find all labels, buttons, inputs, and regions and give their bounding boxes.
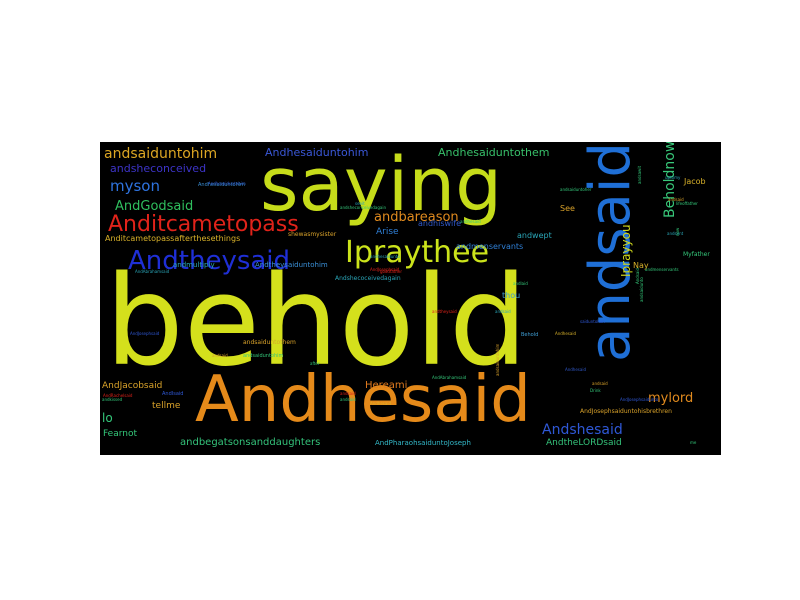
word-31: Nay <box>633 261 649 270</box>
word-23: Fearnot <box>103 429 138 439</box>
word-19: AndJacobsaid <box>102 381 163 391</box>
word-82: andsaid <box>340 391 356 396</box>
word-25: AndPharaohsaiduntoJoseph <box>375 439 471 447</box>
word-66: andsaid <box>212 353 228 358</box>
word-53: andsent <box>667 231 684 236</box>
word-50: andsheconceivedagain <box>340 205 387 210</box>
word-48: andsaidunto <box>639 277 644 302</box>
word-62: andhesaid <box>460 219 481 224</box>
word-37: Andtheysaiduntohim <box>255 261 328 269</box>
word-6: Anditcametopass <box>108 212 299 237</box>
word-7: andsaiduntohim <box>104 146 218 162</box>
word-14: Iprayyou <box>619 224 633 277</box>
word-41: Behold <box>521 332 539 338</box>
word-1: saying <box>260 142 503 228</box>
word-61: AndAbrahamsaid <box>135 269 170 274</box>
word-63: AndAbrahamsaid <box>432 375 467 380</box>
word-73: uptomy <box>665 175 681 180</box>
word-60: andsaiduntohim <box>495 343 500 376</box>
word-12: andbareason <box>374 210 459 225</box>
word-21: lo <box>102 411 113 425</box>
word-76: saiduntohim <box>580 319 605 324</box>
word-77: andsaid <box>340 397 356 402</box>
word-27: andhiswife <box>418 219 462 228</box>
word-43: Andhesaiduntohim <box>198 182 246 188</box>
word-65: AndRachelsaid <box>103 393 133 398</box>
word-0: behold <box>105 250 528 394</box>
word-72: Andsaid <box>635 268 640 284</box>
word-64: Andhesaid <box>565 367 586 372</box>
word-42: shewasmysister <box>288 231 337 238</box>
word-79: andsaid <box>668 197 684 202</box>
word-36: andmultiply <box>173 261 215 269</box>
word-8: myson <box>110 177 160 195</box>
word-54: Drink <box>590 388 601 393</box>
word-22: tellme <box>152 401 181 411</box>
word-83: after <box>310 361 320 366</box>
word-49: andsaiduntoher <box>560 187 592 192</box>
word-15: Andshesaid <box>542 422 623 438</box>
word-40: AndJosephsaiduntohisbrethren <box>580 408 672 415</box>
word-67: goodfather <box>380 269 403 274</box>
word-18: andbegatsonsanddaughters <box>180 437 321 448</box>
word-39: andsaiduntothem <box>243 339 296 346</box>
word-30: thou <box>502 291 521 300</box>
word-51: andsaid <box>592 381 608 386</box>
word-69: Andhesaid <box>370 401 391 406</box>
word-46: AndJosephsaid <box>370 267 400 272</box>
word-38: Andshecoceivedagain <box>335 275 401 282</box>
word-33: Jacob <box>684 177 706 186</box>
word-44: andsaiduntohim <box>243 353 284 359</box>
word-11: Andhesaiduntothem <box>438 146 550 159</box>
word-13: Beholdnow <box>662 142 678 218</box>
word-cloud: behold saying Andhesaid andsaid Ipraythee And… <box>100 142 721 455</box>
word-17: andsheconceived <box>110 162 207 175</box>
word-78: Andhesaid <box>555 331 576 336</box>
word-59: andtheysaid <box>432 309 457 314</box>
word-80: andmenservants <box>645 267 679 272</box>
word-70: AndJosephsaidunto <box>620 397 659 402</box>
word-75: lifeoffather <box>676 201 698 206</box>
word-10: Andhesaiduntohim <box>265 146 369 159</box>
word-52: andsawit <box>637 165 642 184</box>
word-28: andwept <box>517 231 552 240</box>
word-20: Hereami <box>365 380 408 391</box>
word-58: Andhesaiduntohim <box>208 181 246 186</box>
word-57: andkissed <box>102 397 123 402</box>
word-29: andmenservants <box>456 242 524 251</box>
word-26: Arise <box>376 227 399 237</box>
word-4: Ipraythee <box>345 235 490 270</box>
word-74: me <box>690 440 697 445</box>
word-45: andhesaidunto <box>370 254 400 259</box>
word-81: andsaid <box>495 309 511 314</box>
word-9: AndGodsaid <box>115 199 194 214</box>
word-71: seeit <box>355 201 365 206</box>
word-35: Anditcametopassafterthesethings <box>105 234 241 243</box>
word-47: andlaid <box>513 281 528 286</box>
word-16: mylord <box>648 391 694 406</box>
word-2: Andhesaid <box>195 363 531 437</box>
word-5: Andtheysaid <box>128 246 291 276</box>
word-56: AndIsaid <box>162 391 184 397</box>
word-24: AndtheLORDsaid <box>546 438 622 448</box>
word-32: See <box>560 204 575 213</box>
word-55: now <box>675 227 680 236</box>
word-34: Myfather <box>683 251 710 258</box>
word-68: AndJosephsaid <box>130 331 160 336</box>
